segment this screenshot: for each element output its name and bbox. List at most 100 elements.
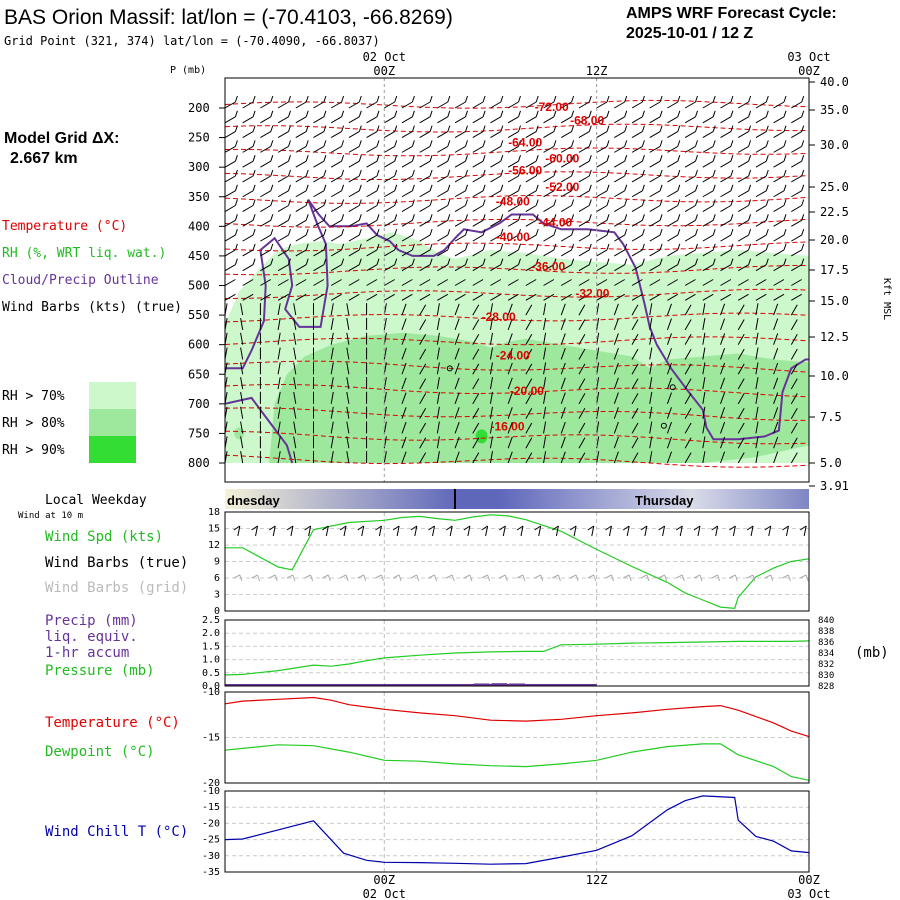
wind-barb [720,116,732,124]
wind-barb [313,279,325,286]
isotherm-line-11 [225,336,809,346]
wind-barb-feather [500,243,504,251]
time-gridlines [383,78,598,482]
wind-barb-feather [606,110,610,117]
surface-wind-barb-feather [785,525,789,537]
wind-barb [383,377,387,390]
wind-barb-feather [394,140,398,147]
wind-barb [720,160,732,168]
wind-barb [277,391,281,404]
wind-barb [755,451,759,464]
wind-barb-feather [465,110,468,117]
wind-barb [543,391,547,404]
wind-barb [667,116,679,124]
wind-barb [401,264,413,272]
cloud-markers [446,365,676,429]
wind-barb-feather [394,110,398,117]
wind-barb [808,166,809,168]
wind-barb [525,101,537,109]
wind-barb [277,234,289,242]
isotherm-line-3 [225,147,809,157]
wind-barb-feather [500,95,504,103]
cloud-outline-lower [225,396,294,464]
wind-barb [260,234,272,242]
wind-barb-feather [288,184,291,191]
rh-legend-label: RH (%, WRT liq. wat.) [2,246,166,261]
wind-barb [737,422,745,434]
wind-barb-feather [571,228,575,236]
wind-barb-feather [376,184,380,191]
wind-barb [596,377,600,390]
wind-barb-feather [288,95,291,103]
wind-barb-feather [518,214,521,221]
surface-wind-barb [322,525,329,531]
wind-barb-feather [677,155,681,162]
wind-barb [295,145,307,153]
wind-barb-feather [465,140,468,147]
wind-barb-feather [482,258,486,265]
pressure-tick-label: 600 [188,338,210,352]
wind-barb-feather [500,140,504,147]
wind-barb [384,205,395,212]
wind-barb [240,377,244,390]
wind-barb [366,219,378,227]
precip-label: Precip (mm) [45,613,138,629]
wind-barb-feather [341,169,345,177]
wind-barb-feather [801,184,805,191]
surface-wind-barb-feather [361,525,365,537]
wind-barb-feather [748,184,752,191]
wind-barb [295,264,307,272]
grid-wind-barb [676,574,683,579]
wind-barb [631,437,639,449]
wind-barb [596,234,608,242]
wind-barb [507,392,513,405]
wind-barb [614,219,625,227]
grid-wind-barb [445,574,453,579]
wind-barb-feather [606,243,610,251]
wind-barb [737,249,749,257]
wind-barb-feather [606,95,610,103]
wind-barb [419,131,431,139]
wind-barb-feather [358,258,362,265]
wind-barb [773,407,779,419]
wind-barb [613,362,619,375]
wind-barb [525,348,533,360]
surface-wind-barb-feather [768,525,772,537]
weekday-label: Local Weekday [45,493,147,508]
wind-barb [667,205,679,212]
wind-barb [543,362,547,375]
wind-barb [720,264,732,272]
wind-barb [277,145,289,153]
wind-barb-feather [270,140,274,147]
wind-barb [366,101,378,109]
wind-barb [507,219,519,227]
wind-barb [242,249,254,257]
wind-barb-feather [482,184,486,191]
wind-barb [436,303,440,316]
surface-wind-barb [428,525,435,531]
grid-wind-barb [587,574,595,579]
wind-barb-feather [677,95,681,103]
wind-barb [401,421,407,434]
wind-barb [525,205,537,212]
wind-barb-feather [677,214,681,221]
wind-barb-feather [429,95,433,103]
wind-barb [737,101,749,109]
time-series-panels: 18 15 12 9 6 3 02.5 2.0 1.5 1.0 0.5 0.0 840838836834… [202,507,834,878]
wind-barb [790,407,798,419]
wind-barb-feather [447,228,451,236]
wind-barb [472,249,484,257]
wind-barb [436,377,440,390]
wind-barb [366,205,378,212]
wind-barb-feather [288,243,291,251]
wind-barb [277,377,281,390]
wind-barb-feather [358,155,362,162]
wind-barb [790,304,798,316]
wind-barb-feather [765,140,769,147]
rh-legend-label-3: RH > 90% [2,443,65,458]
panel-frame [224,790,810,873]
wind-barb-feather [819,126,821,132]
wind-barb [242,219,254,227]
wind-barb [631,190,643,198]
wind-barb [436,391,440,404]
